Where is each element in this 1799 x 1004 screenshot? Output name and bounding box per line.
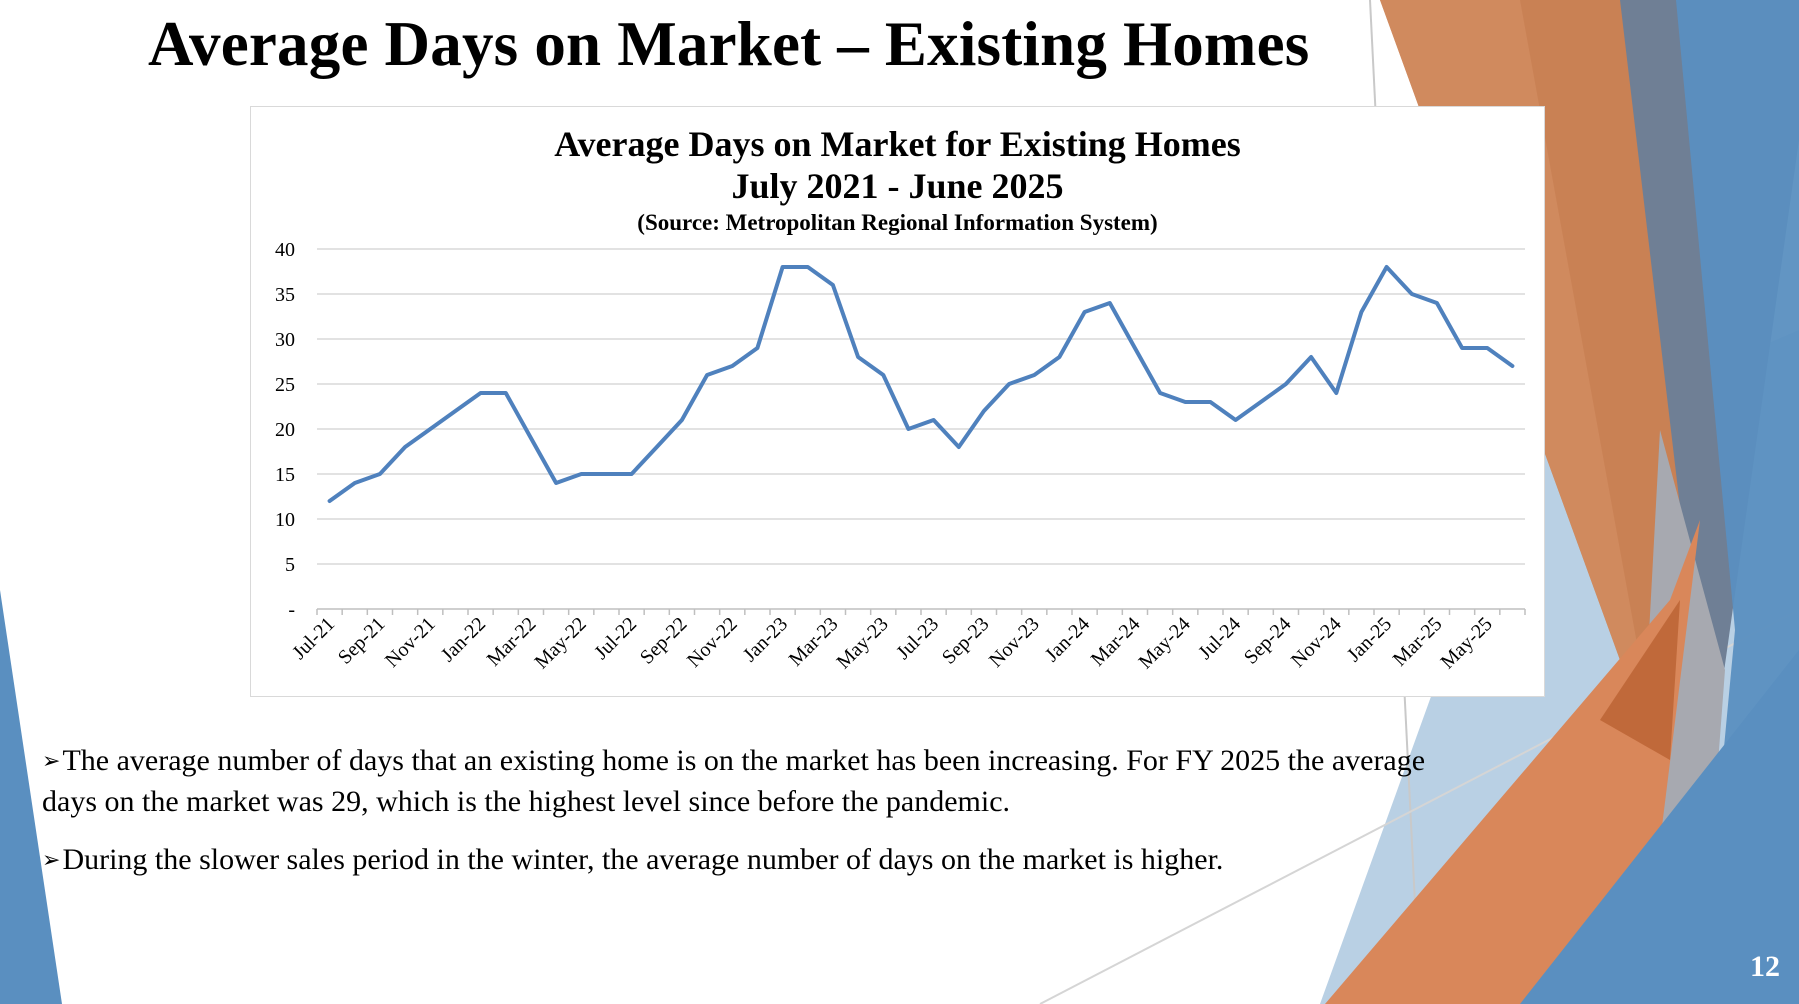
y-tick-label: 5 — [285, 554, 295, 576]
bullet-arrow-icon: ➢ — [42, 847, 61, 872]
y-tick-label: - — [288, 599, 295, 621]
chart-subtitle: July 2021 - June 2025 — [731, 166, 1064, 206]
y-tick-label: 40 — [275, 239, 295, 261]
x-tick-label: Jul-22 — [590, 613, 641, 664]
x-tick-label: Nov-24 — [1287, 613, 1346, 672]
x-tick-label: May-23 — [832, 613, 892, 673]
x-tick-label: May-24 — [1134, 613, 1194, 673]
x-tick-label: Jan-25 — [1343, 613, 1396, 666]
x-tick-label: Mar-23 — [785, 613, 843, 671]
y-tick-label: 30 — [275, 329, 295, 351]
x-tick-label: Jan-23 — [739, 613, 792, 666]
chart-source-note: (Source: Metropolitan Regional Informati… — [637, 210, 1158, 235]
y-tick-label: 15 — [275, 464, 295, 486]
page-number: 12 — [1750, 950, 1780, 983]
x-tick-label: Jan-22 — [437, 613, 490, 666]
y-tick-label: 10 — [275, 509, 295, 531]
x-tick-label: Mar-22 — [483, 613, 541, 671]
x-tick-label: Jan-24 — [1041, 613, 1094, 666]
x-tick-label: Mar-25 — [1389, 613, 1447, 671]
slide-title: Average Days on Market – Existing Homes — [148, 9, 1310, 79]
x-tick-label: Sep-22 — [636, 613, 692, 669]
line-chart: - 5 10 15 20 25 30 35 40 Jul-21Sep-21Nov-21Jan-22… — [275, 239, 1526, 673]
bullet-text: During the slower sales period in the wi… — [62, 843, 1224, 876]
bullet-arrow-icon: ➢ — [42, 748, 61, 773]
x-tick-label: Mar-24 — [1087, 613, 1145, 671]
x-tick-label: Nov-21 — [381, 613, 440, 672]
x-tick-label: Nov-22 — [683, 613, 742, 672]
x-tick-label: May-22 — [530, 613, 590, 673]
y-tick-label: 35 — [275, 284, 295, 306]
chart-title: Average Days on Market for Existing Home… — [554, 124, 1241, 164]
x-tick-label: Jul-23 — [892, 613, 943, 664]
x-tick-label: Jul-24 — [1194, 613, 1245, 664]
chart-container: Average Days on Market for Existing Home… — [250, 106, 1545, 697]
y-tick-label: 25 — [275, 374, 295, 396]
bullet-item: ➢The average number of days that an exis… — [42, 740, 1452, 822]
x-tick-label: Sep-23 — [938, 613, 994, 669]
bullet-list: ➢The average number of days that an exis… — [42, 740, 1452, 897]
x-tick-label: Sep-21 — [334, 613, 390, 669]
x-tick-label: Sep-24 — [1240, 613, 1296, 669]
x-tick-label: Jul-21 — [288, 613, 339, 664]
bullet-text: The average number of days that an exist… — [42, 744, 1426, 818]
x-tick-label: May-25 — [1436, 613, 1496, 673]
x-tick-label: Nov-23 — [985, 613, 1044, 672]
y-tick-label: 20 — [275, 419, 295, 441]
bullet-item: ➢During the slower sales period in the w… — [42, 839, 1452, 880]
series-line — [327, 265, 1515, 503]
